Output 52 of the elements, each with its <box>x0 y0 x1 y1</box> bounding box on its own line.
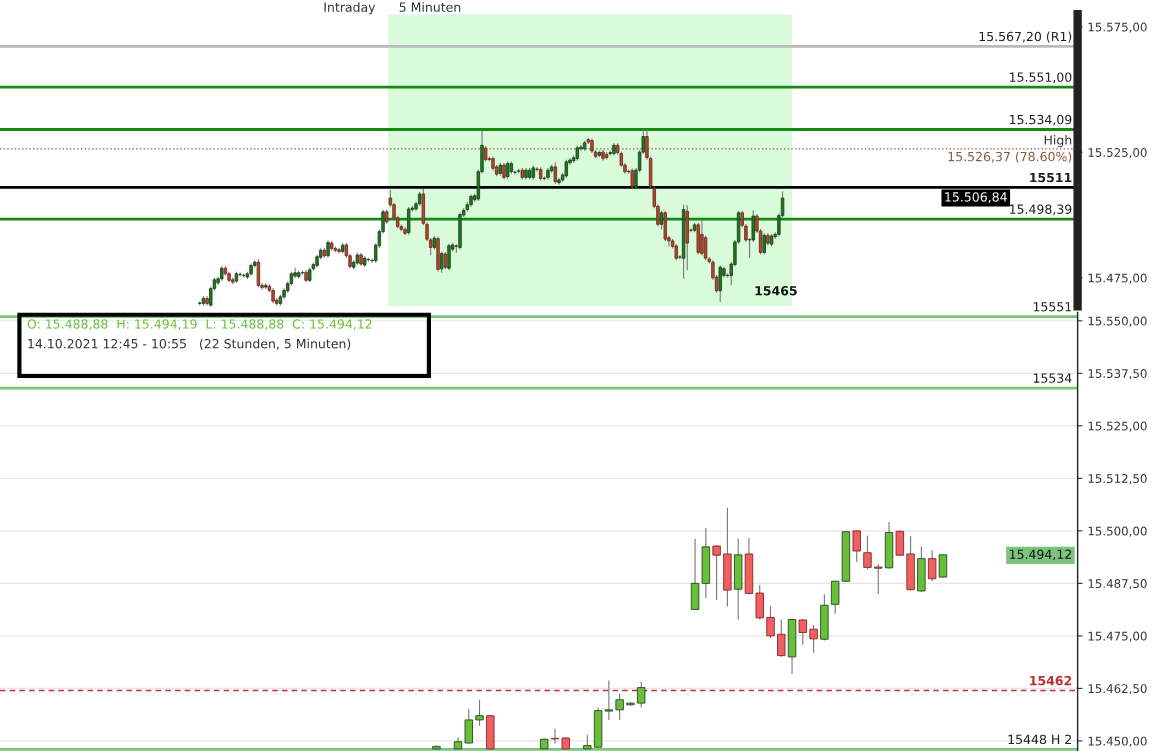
ref-line-label: 15.526,37 (78.60%) <box>948 151 1072 163</box>
y-tick-label: 15.475,00 <box>1088 631 1147 642</box>
candlestick <box>863 534 872 570</box>
y-tick-label: 15.525,00 <box>1088 148 1147 159</box>
candlestick <box>659 210 664 231</box>
y-tick-label: 15.550,00 <box>1088 316 1147 327</box>
candlestick <box>938 553 948 579</box>
candlestick <box>712 544 721 601</box>
candlestick <box>238 271 242 278</box>
ref-line-label: 15551 <box>1033 302 1072 312</box>
candlestick <box>447 243 451 271</box>
ref-line-label: 15.534,09 <box>1009 114 1072 126</box>
y-tick-label: 15.475,00 <box>1088 273 1147 284</box>
ref-line-label: 15448 H 2 <box>1008 734 1071 745</box>
candlestick <box>809 624 818 654</box>
ref-line-label: 15.551,00 <box>1009 72 1072 84</box>
candlestick <box>762 232 766 256</box>
annotation: 15.506,84 <box>945 192 1007 203</box>
text: Intraday <box>324 2 376 15</box>
annotation: 14.10.2021 12:45 - 10:55 (22 Stunden, 5 Minuten) <box>28 338 351 350</box>
y-tick-label: 15.500,00 <box>1088 526 1147 537</box>
ref-line-label: 15.567,20 (R1) <box>979 31 1072 43</box>
annotation: 15.494,12 <box>1009 549 1071 561</box>
candlestick <box>637 681 646 708</box>
candlestick <box>927 549 937 582</box>
candlestick <box>830 579 840 615</box>
candlestick <box>852 529 861 563</box>
y-tick-label: 15.462,50 <box>1088 684 1147 695</box>
ref-line-label: 15462 <box>1030 675 1072 686</box>
y-tick-label: 15.525,00 <box>1088 421 1147 432</box>
ref-line-label: 15511 <box>1030 172 1072 183</box>
y-tick-label: 15.575,00 <box>1088 22 1147 33</box>
candlestick <box>475 699 484 727</box>
candlestick <box>689 227 693 233</box>
y-tick-label: 15.512,50 <box>1088 474 1147 485</box>
ref-line-label: 15.498,39 <box>1009 204 1072 216</box>
candlestick <box>777 618 786 658</box>
annotation: O: 15.488,88 H: 15.494,19 L: 15.488,88 C: 15.494,12 <box>27 319 372 330</box>
candlestick <box>874 563 883 595</box>
annotation: 15465 <box>755 285 797 296</box>
y-tick-label: 15.537,50 <box>1088 369 1147 380</box>
candlestick <box>615 693 624 721</box>
candlestick <box>895 529 905 557</box>
candlestick <box>464 708 473 745</box>
ref-line-label: 15534 <box>1033 373 1072 383</box>
candlestick <box>700 219 704 257</box>
annotation: High <box>1044 135 1072 148</box>
y-tick-label: 15.487,50 <box>1088 579 1147 590</box>
candlestick <box>798 618 808 646</box>
text: 5 Minuten <box>399 2 461 12</box>
candlestick <box>766 605 775 639</box>
y-tick-label: 15.450,00 <box>1088 736 1147 747</box>
